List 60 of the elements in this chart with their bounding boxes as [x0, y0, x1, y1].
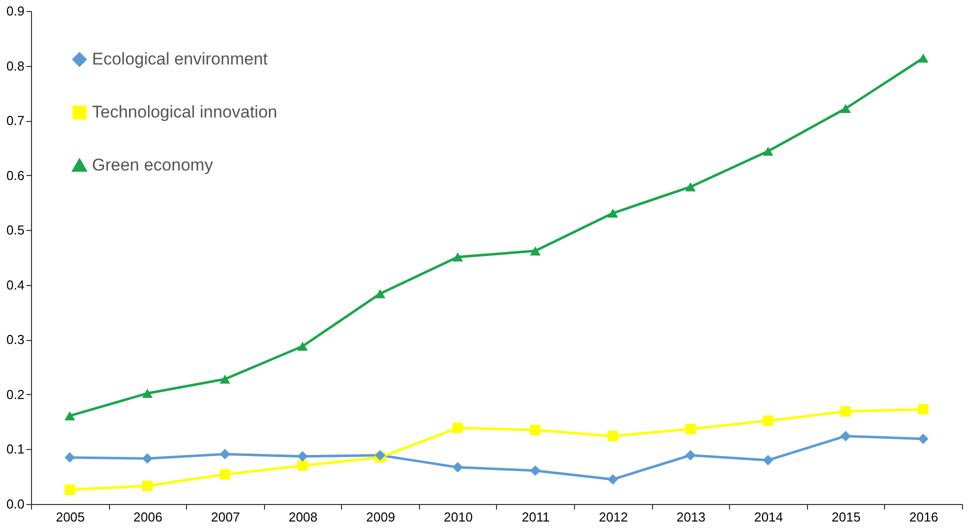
- point: [452, 462, 463, 473]
- point: [220, 374, 230, 384]
- y-tick-label: 0.3: [6, 332, 24, 348]
- point: [762, 146, 774, 156]
- x-tick-label: 2005: [56, 510, 85, 524]
- legend-label: Ecological environment: [92, 50, 268, 68]
- point: [142, 480, 153, 492]
- y-tick-label: 0.7: [6, 113, 24, 128]
- point: [64, 452, 76, 463]
- point: [64, 484, 76, 495]
- point: [840, 104, 851, 114]
- point: [608, 208, 618, 218]
- x-tick-label: 2008: [288, 510, 318, 524]
- point: [685, 450, 696, 460]
- point: [608, 430, 618, 442]
- x-tick-label: 2006: [133, 510, 162, 524]
- point: [142, 453, 153, 464]
- y-tick-label: 0.5: [6, 222, 24, 238]
- x-tick-label: 2014: [754, 510, 784, 524]
- point: [452, 422, 463, 434]
- point: [762, 454, 774, 466]
- point: [918, 434, 928, 444]
- x-tick-label: 2012: [598, 510, 628, 524]
- point: [530, 246, 541, 256]
- point: [297, 460, 308, 471]
- point: [918, 54, 928, 63]
- y-tick-label: 0.2: [6, 386, 24, 402]
- x-tick-label: 2009: [366, 510, 396, 524]
- point: [452, 252, 463, 262]
- y-tick-label: 0.9: [6, 4, 24, 18]
- point: [374, 289, 386, 298]
- point: [297, 342, 308, 351]
- point: [918, 404, 928, 414]
- x-tick-label: 2007: [210, 510, 240, 524]
- point: [762, 415, 774, 426]
- point: [530, 424, 541, 436]
- point: [374, 450, 386, 460]
- point: [297, 451, 308, 462]
- x-tick-label: 2016: [909, 510, 938, 524]
- point: [840, 406, 851, 417]
- legend-label: Green economy: [92, 156, 214, 174]
- x-tick-label: 2015: [832, 510, 861, 524]
- x-tick-label: 2010: [444, 510, 473, 524]
- y-tick-label: 0.0: [6, 496, 24, 512]
- y-tick-label: 0.6: [6, 168, 24, 183]
- point: [220, 469, 230, 480]
- legend-label: Technological innovation: [92, 102, 278, 122]
- point: [685, 424, 696, 434]
- point: [840, 430, 851, 442]
- point: [142, 388, 153, 398]
- point: [220, 448, 230, 460]
- y-tick-label: 0.1: [6, 442, 24, 457]
- point: [685, 182, 696, 192]
- y-tick-label: 0.4: [6, 277, 24, 292]
- point: [530, 465, 541, 476]
- x-tick-label: 2011: [522, 510, 550, 524]
- y-tick-label: 0.8: [6, 58, 24, 74]
- x-tick-label: 2013: [676, 510, 706, 524]
- point: [64, 411, 76, 420]
- point: [608, 474, 618, 485]
